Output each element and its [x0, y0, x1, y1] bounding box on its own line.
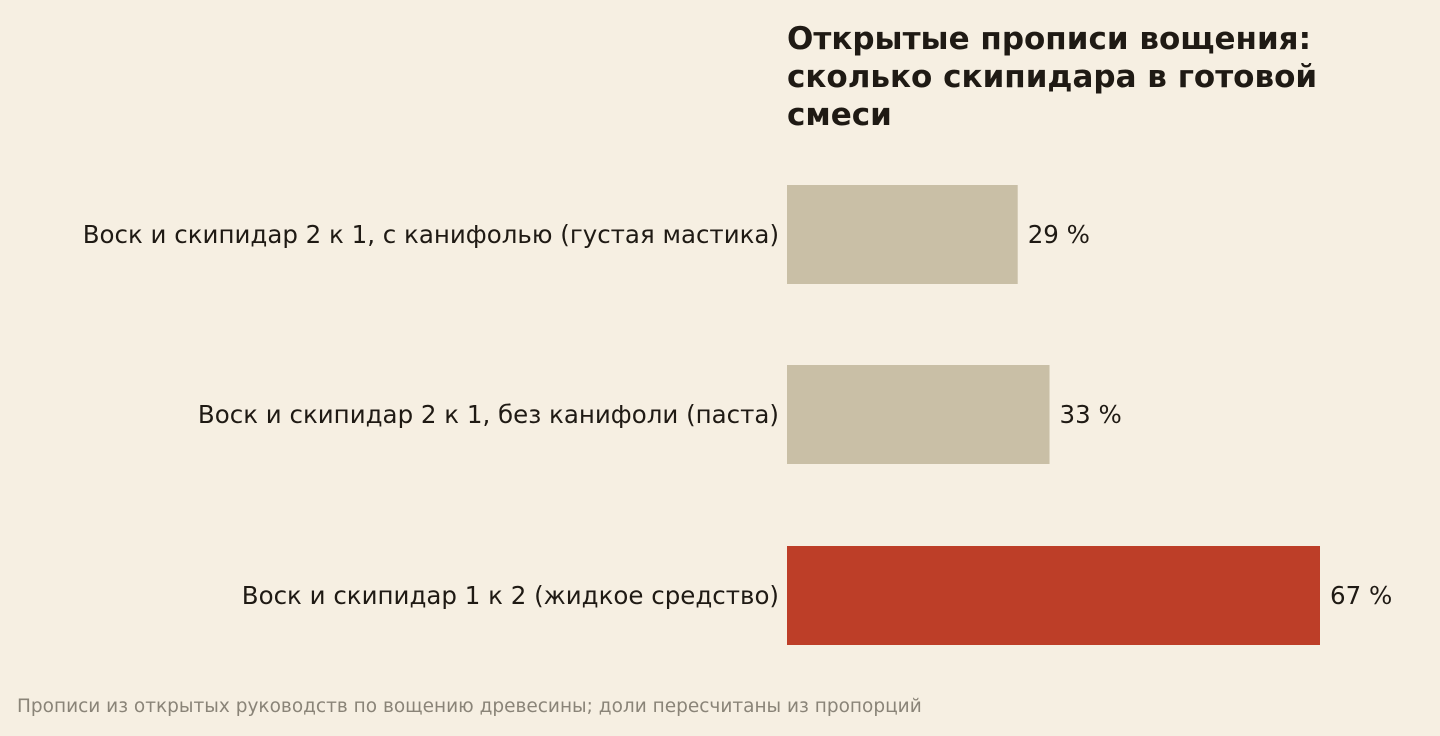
chart-title-line: сколько скипидара в готовой — [787, 59, 1318, 95]
category-label: Воск и скипидар 2 к 1, с канифолью (густ… — [83, 220, 779, 249]
chart-title-line: смеси — [787, 97, 892, 133]
chart-title: Открытые прописи вощения: сколько скипид… — [787, 20, 1387, 134]
chart-title-line: Открытые прописи вощения: — [787, 21, 1311, 57]
bar — [787, 546, 1320, 645]
category-label: Воск и скипидар 2 к 1, без канифоли (пас… — [198, 400, 779, 429]
bar — [787, 365, 1050, 464]
value-label: 67 % — [1330, 581, 1392, 610]
category-label: Воск и скипидар 1 к 2 (жидкое средство) — [242, 581, 779, 610]
bar — [787, 185, 1018, 284]
value-label: 29 % — [1028, 220, 1090, 249]
chart-footnote: Прописи из открытых руководств по вощени… — [17, 696, 922, 717]
value-label: 33 % — [1060, 400, 1122, 429]
